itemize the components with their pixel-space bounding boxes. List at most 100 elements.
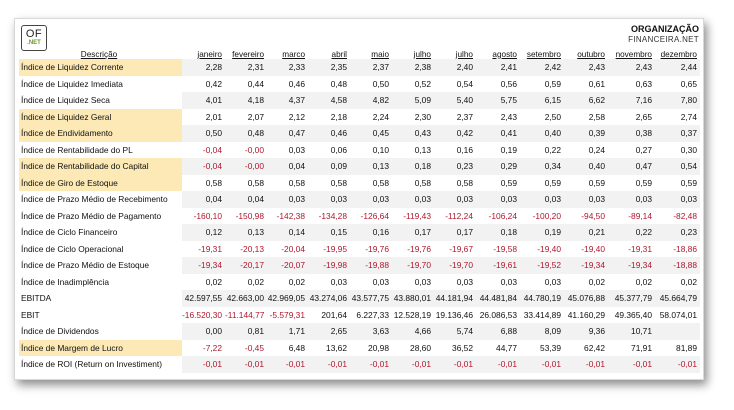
table-cell: 0,58 bbox=[247, 177, 264, 188]
table-cell: 6,15 bbox=[520, 92, 564, 109]
table-cell: 0,56 bbox=[500, 78, 517, 89]
table-cell: -19,70 bbox=[434, 257, 476, 274]
table-cell: -0,01 bbox=[308, 356, 350, 373]
row-label: Índice de Rentabilidade do Capital bbox=[19, 158, 182, 175]
table-cell: -0,01 bbox=[564, 356, 608, 373]
table-cell: 5,40 bbox=[434, 92, 476, 109]
table-cell: 0,09 bbox=[308, 158, 350, 175]
table-cell: 0,46 bbox=[288, 78, 305, 89]
table-cell: -19,61 bbox=[476, 257, 520, 274]
table-row: Índice de Prazo Médio de Estoque -19,34 -2… bbox=[19, 257, 700, 274]
table-cell: 0,00 bbox=[182, 323, 225, 340]
table-cell: 0,42 bbox=[205, 78, 222, 89]
column-header-month: janeiro bbox=[197, 49, 222, 59]
table-cell: 2,41 bbox=[476, 59, 520, 76]
table-cell: 0,02 bbox=[680, 276, 697, 287]
table-cell: 0,52 bbox=[414, 78, 431, 89]
table-cell: -19,98 bbox=[308, 257, 350, 274]
table-cell: 12.528,19 bbox=[393, 309, 431, 320]
table-cell: 53,39 bbox=[540, 342, 561, 353]
table-cell: 0,58 bbox=[372, 177, 389, 188]
table-cell: -19,95 bbox=[323, 243, 347, 254]
table-cell: -119,43 bbox=[403, 210, 431, 221]
table-cell: 8,09 bbox=[520, 323, 564, 340]
logo-sub: .NET bbox=[27, 40, 41, 46]
table-cell: 42.597,55 bbox=[182, 290, 225, 307]
table-cell: 0,39 bbox=[564, 125, 608, 142]
table-cell: -100,20 bbox=[532, 210, 561, 221]
table-cell: 13,62 bbox=[326, 342, 347, 353]
table-cell: 0,02 bbox=[588, 276, 605, 287]
table-cell: 0,19 bbox=[520, 224, 564, 241]
table-cell: -94,50 bbox=[581, 210, 605, 221]
table-row: Índice de Rentabilidade do Capital -0,04-… bbox=[19, 158, 700, 175]
table-cell: 19.136,46 bbox=[435, 309, 473, 320]
logo-main: OF bbox=[25, 28, 43, 40]
table-cell: -19,34 bbox=[182, 257, 225, 274]
table-cell: -5.579,31 bbox=[269, 309, 305, 320]
table-cell: -19,34 bbox=[608, 257, 655, 274]
table-cell: 10,71 bbox=[608, 323, 655, 340]
table-cell: -160,10 bbox=[193, 210, 222, 221]
table-cell: -19,76 bbox=[407, 243, 431, 254]
row-label: Índice de Endividamento bbox=[19, 125, 182, 142]
table-cell: 0,17 bbox=[392, 224, 434, 241]
table-row: Índice de Liquidez Corrente 2,28 2,31 2,33 2… bbox=[19, 59, 700, 76]
table-cell: 2,37 bbox=[456, 111, 473, 122]
table-cell: 2,65 bbox=[308, 323, 350, 340]
table-cell: -20,04 bbox=[281, 243, 305, 254]
table-row: Índice de Ciclo Operacional -19,31 -20,13 -… bbox=[19, 240, 700, 257]
table-cell: 7,80 bbox=[655, 92, 700, 109]
table-row: Índice de Liquidez Geral 2,01 2,07 2,12 2,18… bbox=[19, 108, 700, 125]
row-label: Índice de ROI (Return on Investiment) bbox=[19, 356, 182, 373]
table-cell: 2,74 bbox=[680, 111, 697, 122]
table-cell: 2,43 bbox=[564, 59, 608, 76]
table-cell: 0,61 bbox=[588, 78, 605, 89]
column-header-month: novembro bbox=[615, 49, 652, 59]
table-cell: 44.780,19 bbox=[520, 290, 564, 307]
table-cell: 0,16 bbox=[456, 144, 473, 155]
table-cell: 0,03 bbox=[500, 276, 517, 287]
table-cell: -0,00 bbox=[244, 144, 264, 155]
column-header-descricao: Descrição bbox=[80, 49, 118, 59]
table-cell: 2,44 bbox=[655, 59, 700, 76]
table-cell: 0,18 bbox=[392, 158, 434, 175]
row-label: Índice de Prazo Médio de Pagamento bbox=[19, 207, 182, 224]
column-header-month: abril bbox=[331, 49, 347, 59]
table-cell: -0,01 bbox=[655, 356, 700, 373]
table-row: Índice de ROI (Return on Investiment) -0,… bbox=[19, 356, 700, 373]
table-cell: 3,63 bbox=[350, 323, 392, 340]
column-header-month: julho bbox=[455, 49, 473, 59]
table-row: Índice de Endividamento 0,50 0,48 0,47 0,46 0… bbox=[19, 125, 700, 142]
table-cell: 6,62 bbox=[564, 92, 608, 109]
table-cell: 0,04 bbox=[182, 191, 225, 208]
column-header-month: marco bbox=[282, 49, 305, 59]
table-cell: -19,31 bbox=[628, 243, 652, 254]
table-cell: 2,33 bbox=[267, 59, 308, 76]
table-cell: 33.414,89 bbox=[523, 309, 561, 320]
table-cell: 0,18 bbox=[476, 224, 520, 241]
table-cell: 2,07 bbox=[247, 111, 264, 122]
column-header-month: fevereiro bbox=[232, 49, 264, 59]
table-cell: 42.969,05 bbox=[267, 290, 308, 307]
table-cell: 45.377,79 bbox=[608, 290, 655, 307]
table-cell: 0,43 bbox=[392, 125, 434, 142]
table-cell: 0,03 bbox=[456, 276, 473, 287]
table-cell: -11.144,77 bbox=[225, 309, 265, 320]
table-cell: 0,59 bbox=[544, 78, 561, 89]
table-cell: 0,12 bbox=[182, 224, 225, 241]
table-cell: 0,03 bbox=[544, 276, 561, 287]
table-cell: -18,88 bbox=[655, 257, 700, 274]
table-cell: -142,38 bbox=[276, 210, 305, 221]
table-cell: -134,28 bbox=[318, 210, 347, 221]
row-label: Índice de Ciclo Operacional bbox=[19, 240, 182, 257]
table-cell: 0,14 bbox=[267, 224, 308, 241]
table-cell: -18,86 bbox=[673, 243, 697, 254]
table-cell: 0,03 bbox=[655, 191, 700, 208]
table-cell: 2,58 bbox=[588, 111, 605, 122]
logo: OF .NET bbox=[21, 25, 47, 51]
row-label: Índice de Dividendos bbox=[19, 323, 182, 340]
table-cell: 0,59 bbox=[544, 177, 561, 188]
table-cell: -0,01 bbox=[476, 356, 520, 373]
table-cell: 0,48 bbox=[330, 78, 347, 89]
